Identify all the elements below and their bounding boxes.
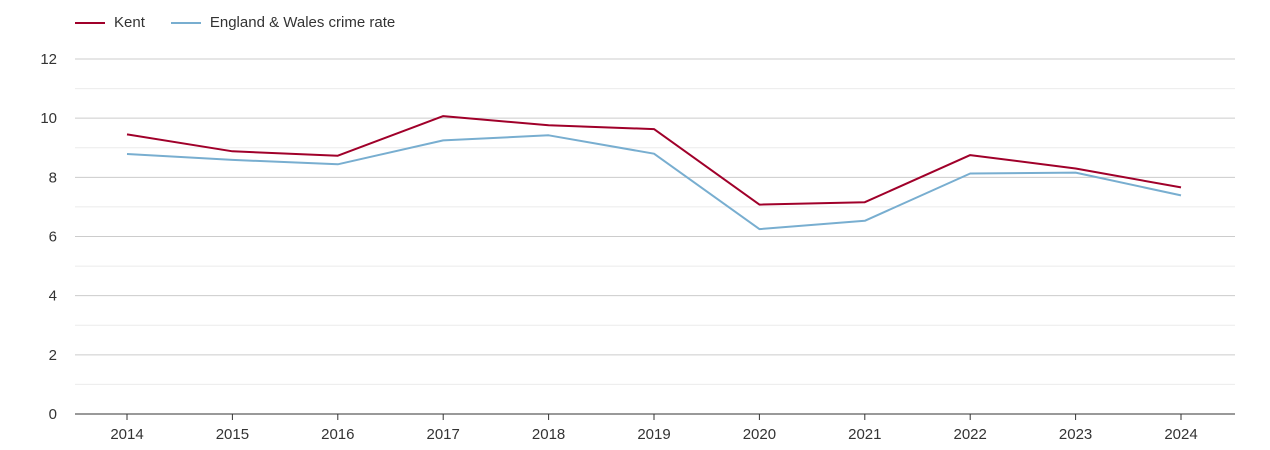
legend-label-england-wales: England & Wales crime rate [209, 14, 396, 31]
y-tick-label: 6 [49, 229, 57, 246]
x-tick-label: 2014 [110, 426, 143, 443]
legend-swatch-england-wales [170, 21, 201, 24]
y-tick-label: 10 [40, 110, 57, 127]
x-tick-label: 2018 [532, 426, 565, 443]
y-tick-label: 0 [49, 406, 57, 423]
y-tick-label: 12 [40, 51, 57, 68]
chart-legend: Kent England & Wales crime rate [75, 14, 395, 31]
x-tick-label: 2021 [848, 426, 881, 443]
x-tick-label: 2020 [743, 426, 776, 443]
legend-label-kent: Kent [114, 14, 145, 31]
x-tick-label: 2019 [637, 426, 670, 443]
x-tick-label: 2024 [1164, 426, 1197, 443]
legend-item-england-wales: England & Wales crime rate [170, 14, 396, 31]
x-tick-label: 2022 [954, 426, 987, 443]
x-tick-label: 2015 [216, 426, 249, 443]
y-tick-label: 4 [49, 288, 57, 305]
y-tick-label: 8 [49, 169, 57, 186]
x-tick-label: 2017 [427, 426, 460, 443]
x-tick-label: 2023 [1059, 426, 1092, 443]
series-line-kent [126, 115, 1182, 206]
y-tick-label: 2 [49, 347, 57, 364]
x-tick-label: 2016 [321, 426, 354, 443]
legend-swatch-kent [75, 21, 105, 24]
series-line-england-wales-crime-rate [126, 134, 1182, 231]
legend-item-kent: Kent [75, 14, 145, 31]
